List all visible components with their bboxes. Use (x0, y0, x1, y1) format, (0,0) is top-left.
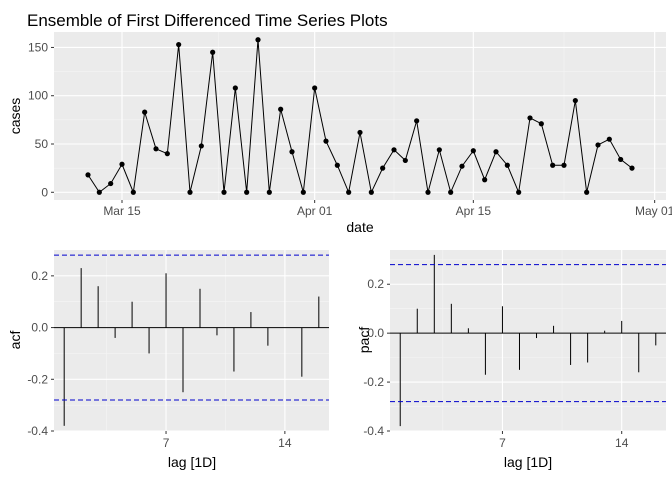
ts-data-point (130, 189, 136, 195)
ts-data-point (482, 177, 488, 183)
acf-y-axis: -0.4 -0.2 0.0 0.2 (27, 269, 54, 438)
acf-x-tick-label: 7 (163, 436, 170, 450)
ts-x-tick-label: Mar 15 (103, 204, 141, 218)
ts-data-point (221, 189, 227, 195)
ts-data-point (289, 149, 295, 155)
ts-data-point (278, 106, 284, 112)
acf-plot-background (54, 250, 329, 431)
ts-data-point (391, 147, 397, 153)
figure-title: Ensemble of First Differenced Time Serie… (27, 11, 388, 30)
pacf-y-tick-label: 0.2 (367, 277, 384, 291)
ts-data-point (108, 180, 114, 187)
ts-y-tick-label: 0 (41, 185, 48, 199)
timeseries-y-axis-title: cases (7, 98, 23, 135)
ts-data-point (255, 37, 261, 43)
acf-x-tick-label: 14 (278, 436, 292, 450)
ts-data-point (538, 121, 544, 127)
acf-y-tick-label: -0.4 (27, 424, 48, 438)
pacf-panel: -0.4 -0.2 0.0 0.2 7 14 lag [1D] pacf (356, 250, 666, 470)
ts-data-point (516, 189, 522, 195)
ts-y-tick-label: 100 (28, 89, 48, 103)
ts-data-point (323, 138, 329, 144)
pacf-y-tick-label: -0.2 (363, 375, 384, 389)
ts-data-point (244, 189, 250, 195)
ts-data-point (606, 136, 612, 142)
acf-y-tick-label: 0.0 (31, 321, 48, 335)
ts-y-tick-label: 50 (35, 137, 49, 151)
ts-data-point (493, 149, 499, 155)
pacf-y-tick-label: -0.4 (363, 424, 384, 438)
acf-x-axis-title: lag [1D] (168, 454, 216, 470)
ts-data-point (436, 147, 442, 153)
pacf-bars (390, 254, 666, 427)
ts-data-point (504, 162, 510, 168)
ts-data-point (584, 189, 590, 195)
ts-y-tick-label: 150 (28, 40, 48, 54)
ts-x-tick-label: May 01 (635, 204, 672, 218)
acf-y-tick-label: 0.2 (31, 269, 48, 283)
ts-data-point (402, 157, 408, 164)
ts-data-point (572, 97, 578, 104)
pacf-y-axis-title: pacf (356, 327, 372, 354)
ts-data-point (425, 189, 431, 195)
ts-data-point (346, 189, 352, 195)
ts-data-point (334, 162, 340, 168)
pacf-x-tick-label: 14 (615, 436, 629, 450)
ts-data-point (527, 115, 533, 121)
ts-data-point (561, 162, 567, 168)
ts-data-point (153, 146, 159, 152)
ts-data-point (96, 189, 102, 195)
ts-data-point (550, 162, 556, 168)
ts-data-point (119, 161, 125, 167)
timeseries-y-axis: 0 50 100 150 (28, 40, 54, 199)
timeseries-series (85, 37, 635, 195)
ts-x-tick-label: Apr 01 (297, 204, 333, 218)
ts-data-point (414, 118, 420, 124)
acf-panel: -0.4 -0.2 0.0 0.2 7 14 lag [1D] acf (7, 250, 329, 470)
ts-data-point (142, 109, 148, 115)
pacf-x-tick-label: 7 (499, 436, 506, 450)
acf-bars (54, 254, 329, 426)
timeseries-grid (54, 32, 666, 200)
ts-data-point (357, 129, 363, 136)
acf-y-axis-title: acf (7, 331, 23, 350)
pacf-y-axis: -0.4 -0.2 0.0 0.2 (363, 277, 390, 438)
ts-data-point (266, 189, 272, 195)
ts-data-point (618, 156, 624, 163)
ts-data-point (210, 49, 216, 55)
pacf-plot-background (390, 250, 666, 431)
pacf-y-tick-label: 0.0 (367, 326, 384, 340)
ts-data-point (85, 172, 91, 178)
ts-data-point (629, 165, 635, 171)
ts-data-point (232, 85, 238, 91)
ts-data-point (187, 189, 193, 195)
ts-data-point (312, 85, 318, 91)
ts-data-point (176, 41, 182, 48)
acf-x-axis: 7 14 (163, 431, 292, 450)
ts-data-point (380, 165, 386, 171)
pacf-x-axis-title: lag [1D] (504, 454, 552, 470)
acf-y-tick-label: -0.2 (27, 372, 48, 386)
ts-data-point (595, 142, 601, 148)
ts-data-point (300, 189, 306, 195)
ts-data-point (164, 151, 170, 157)
ts-data-point (470, 148, 476, 154)
timeseries-x-axis-title: date (346, 219, 373, 235)
ts-data-point (368, 189, 374, 195)
timeseries-x-axis: Mar 15 Apr 01 Apr 15 May 01 (103, 200, 672, 218)
ts-data-point (459, 163, 465, 169)
pacf-x-axis: 7 14 (499, 431, 629, 450)
ts-data-point (448, 189, 454, 195)
ts-data-point (198, 143, 204, 149)
ts-x-tick-label: Apr 15 (456, 204, 492, 218)
